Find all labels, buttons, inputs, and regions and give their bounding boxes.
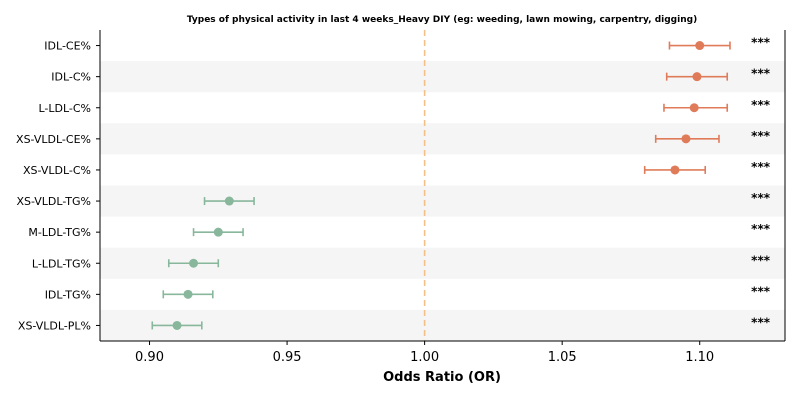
x-tick-label: 0.90	[135, 350, 164, 365]
row-band	[100, 309, 785, 341]
y-tick-label: M-LDL-TG%	[28, 226, 91, 239]
x-tick-label: 1.10	[685, 350, 714, 365]
significance-label: ***	[751, 191, 771, 205]
significance-label: ***	[751, 253, 771, 267]
row-idl-ce-: IDL-CE% ***	[44, 36, 770, 53]
row-idl-tg-: IDL-TG% ***	[45, 284, 771, 301]
y-tick-label: L-LDL-C%	[38, 102, 91, 115]
row-l-ldl-tg-: L-LDL-TG% ***	[32, 253, 771, 270]
row-m-ldl-tg-: M-LDL-TG% ***	[28, 222, 770, 239]
significance-label: ***	[751, 98, 771, 112]
y-tick-label: IDL-C%	[51, 71, 91, 84]
x-axis-label: Odds Ratio (OR)	[383, 370, 501, 385]
data-marks: IDL-CE% ***IDL-C% ***L-LDL-C% ***XS-VLDL-CE…	[16, 36, 771, 333]
row-xs-vldl-c-: XS-VLDL-C% ***	[23, 160, 771, 177]
or-point	[695, 41, 705, 51]
significance-label: ***	[751, 284, 771, 298]
x-tick-label: 1.00	[410, 350, 439, 365]
or-point	[224, 196, 234, 206]
or-point	[213, 227, 223, 237]
row-idl-c-: IDL-C% ***	[51, 67, 770, 84]
y-tick-label: XS-VLDL-TG%	[16, 195, 91, 208]
row-l-ldl-c-: L-LDL-C% ***	[38, 98, 770, 115]
or-point	[189, 258, 199, 268]
y-tick-label: IDL-CE%	[44, 40, 91, 53]
significance-label: ***	[751, 36, 771, 50]
row-xs-vldl-tg-: XS-VLDL-TG% ***	[16, 191, 770, 208]
y-tick-label: XS-VLDL-CE%	[16, 133, 91, 146]
or-point	[183, 289, 193, 299]
row-bands	[100, 61, 785, 341]
significance-label: ***	[751, 315, 771, 329]
or-point	[692, 72, 702, 82]
or-point	[172, 320, 182, 330]
row-band	[100, 185, 785, 217]
y-tick-label: XS-VLDL-PL%	[18, 319, 91, 332]
significance-label: ***	[751, 67, 771, 81]
x-tick-label: 1.05	[548, 350, 577, 365]
y-tick-label: XS-VLDL-C%	[23, 164, 91, 177]
or-point	[670, 165, 680, 175]
or-point	[681, 134, 691, 144]
row-xs-vldl-ce-: XS-VLDL-CE% ***	[16, 129, 771, 146]
x-tick-label: 0.95	[273, 350, 302, 365]
significance-label: ***	[751, 160, 771, 174]
chart-title: Types of physical activity in last 4 wee…	[187, 15, 697, 25]
or-point	[689, 103, 699, 113]
y-tick-label: IDL-TG%	[45, 288, 91, 301]
y-tick-label: L-LDL-TG%	[32, 257, 91, 270]
row-xs-vldl-pl-: XS-VLDL-PL% ***	[18, 315, 771, 332]
significance-label: ***	[751, 222, 771, 236]
axes: 0.90 0.95 1.00 1.05 1.10	[99, 30, 786, 365]
significance-label: ***	[751, 129, 771, 143]
